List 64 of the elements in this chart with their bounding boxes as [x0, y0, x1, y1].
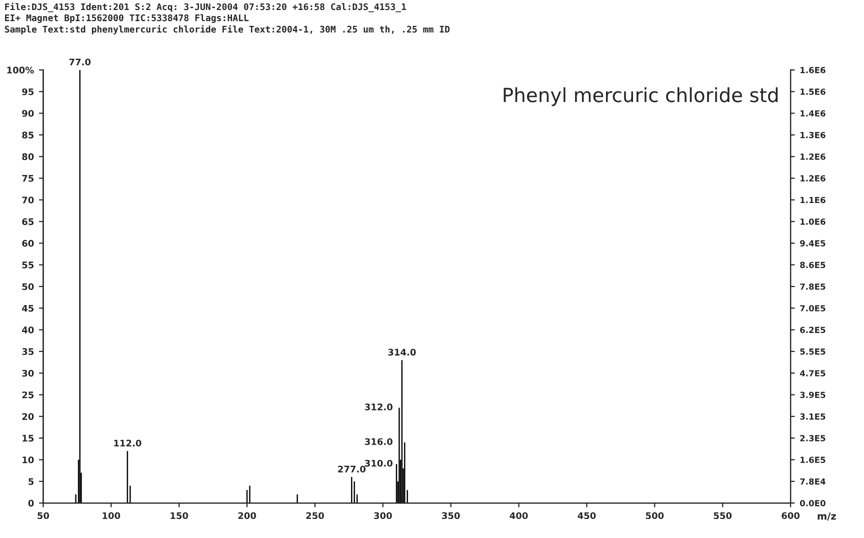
x-tick-label: 250 [306, 512, 324, 520]
annotation: 77.0 [69, 58, 91, 66]
annotation: Phenyl mercuric chloride std [504, 87, 778, 106]
y2-tick-label: 1.2E6 [800, 175, 826, 182]
y-tick-label: 30 [22, 370, 34, 377]
annotation: 312.0 [364, 404, 392, 410]
y2-tick-label: 8.6E5 [800, 262, 826, 268]
y2-tick-label: 6.2E5 [800, 326, 826, 334]
y2-tick-label: 1.6E5 [800, 456, 826, 464]
annotation: 314.0 [388, 348, 416, 356]
y-tick-label: 5 [28, 478, 34, 485]
y-tick-label: 100% [7, 66, 34, 74]
x-tick-label: 150 [170, 512, 188, 520]
y2-tick-label: 7.8E5 [800, 283, 826, 290]
y2-tick-label: 1.1E6 [800, 196, 826, 204]
x-tick-label: 550 [714, 512, 732, 520]
x-tick-label: 50 [38, 512, 50, 520]
y2-tick-label: 1.4E6 [800, 110, 826, 117]
y-tick-label: 80 [22, 153, 34, 160]
y-tick-label: 65 [22, 218, 34, 226]
y-tick-label: 55 [22, 262, 34, 268]
x-tick-label: 200 [238, 512, 256, 520]
annotation: 112.0 [114, 440, 142, 447]
y-tick-label: 0 [28, 500, 34, 507]
x-axis-title: m/z [818, 512, 836, 521]
annotation: 277.0 [338, 466, 366, 473]
y2-tick-label: 2.3E5 [800, 435, 826, 442]
x-tick-label: 450 [578, 512, 596, 520]
y2-tick-label: 4.7E5 [800, 370, 826, 376]
x-tick-label: 100 [102, 512, 120, 520]
x-tick-label: 300 [374, 512, 392, 520]
y-tick-label: 20 [22, 413, 34, 420]
y2-tick-label: 7.0E5 [800, 305, 826, 312]
y-tick-label: 75 [22, 175, 34, 182]
y-tick-label: 60 [22, 240, 34, 247]
y-tick-label: 10 [22, 456, 34, 464]
x-tick-label: 600 [782, 512, 800, 520]
y2-tick-label: 7.8E4 [800, 478, 826, 485]
y-tick-label: 15 [22, 434, 34, 442]
y2-tick-label: 1.0E6 [800, 218, 826, 225]
y2-tick-label: 1.2E6 [800, 154, 826, 160]
y-tick-label: 70 [22, 196, 34, 204]
y2-tick-label: 5.5E5 [800, 348, 826, 355]
y2-tick-label: 1.6E6 [800, 66, 826, 74]
y-tick-label: 90 [22, 110, 34, 117]
y2-tick-label: 3.9E5 [800, 392, 826, 398]
y-tick-label: 35 [22, 348, 34, 356]
chart-title: File:DJS_4153 Ident:201 S:2 Acq: 3-JUN-2004 07:53:20 +16:58 Cal:DJS_4153_1 EI+ Magnet BpI:1562000 TIC:5338478 Flags:HALL Sample Text:std phenylmercuric chloride File Text:2004-1, 30M .25 um th, .25 mm ID [4, 2, 450, 34]
y-tick-label: 45 [22, 304, 34, 312]
y-tick-label: 50 [22, 283, 34, 290]
x-tick-label: 400 [510, 512, 528, 520]
annotation: 310.0 [364, 460, 392, 467]
y2-tick-label: 0.0E0 [800, 500, 826, 506]
y-tick-label: 25 [22, 391, 34, 398]
annotation: 316.0 [364, 438, 392, 446]
y2-tick-label: 3.1E5 [800, 413, 826, 420]
y2-tick-label: 1.5E6 [800, 88, 826, 95]
y2-tick-label: 1.3E6 [800, 132, 826, 138]
x-tick-label: 350 [442, 512, 460, 520]
y-tick-label: 85 [22, 132, 34, 138]
x-tick-label: 500 [646, 512, 664, 520]
y-tick-label: 95 [22, 88, 34, 96]
y2-tick-label: 9.4E5 [800, 240, 826, 246]
y-tick-label: 40 [22, 326, 34, 334]
